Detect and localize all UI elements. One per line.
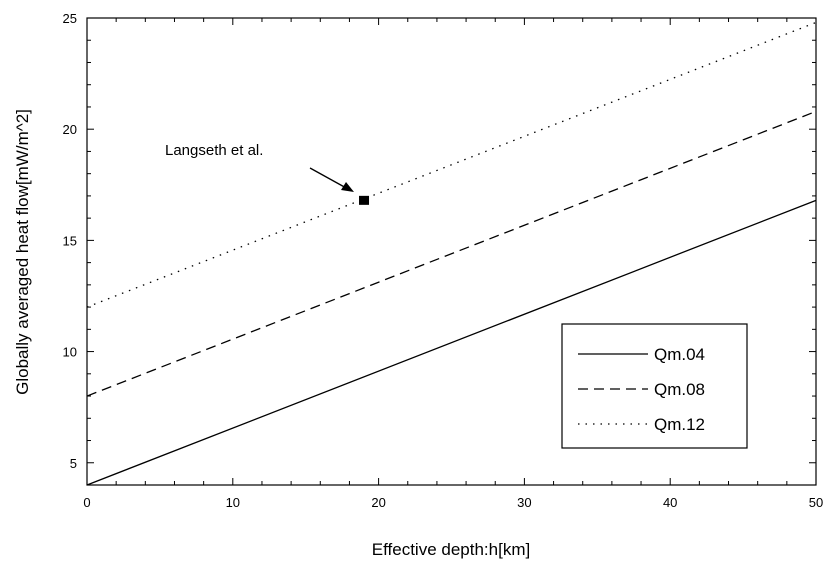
y-axis-title: Globally averaged heat flow[mW/m^2] — [13, 109, 32, 395]
x-tick-label: 30 — [517, 495, 531, 510]
legend-entry-qm08: Qm.08 — [654, 380, 705, 399]
annotation-label: Langseth et al. — [165, 142, 263, 159]
annotation-arrow-shaft — [310, 168, 348, 189]
y-tick-label: 25 — [63, 11, 77, 26]
annotation: Langseth et al. — [165, 142, 369, 205]
y-tick-label: 5 — [70, 456, 77, 471]
legend-entry-qm04: Qm.04 — [654, 345, 705, 364]
annotation-arrow-head — [341, 182, 354, 192]
x-tick-label: 40 — [663, 495, 677, 510]
x-tick-label: 50 — [809, 495, 823, 510]
x-axis-title: Effective depth:h[km] — [372, 540, 530, 559]
y-tick-label: 10 — [63, 345, 77, 360]
series-line-qm12 — [87, 22, 816, 307]
annotation-marker — [359, 196, 369, 205]
legend: Qm.04 Qm.08 Qm.12 — [562, 324, 747, 448]
y-tick-label: 15 — [63, 233, 77, 248]
x-tick-label: 10 — [226, 495, 240, 510]
x-tick-label: 20 — [371, 495, 385, 510]
y-tick-label: 20 — [63, 122, 77, 137]
legend-entry-qm12: Qm.12 — [654, 415, 705, 434]
x-tick-label: 0 — [83, 495, 90, 510]
